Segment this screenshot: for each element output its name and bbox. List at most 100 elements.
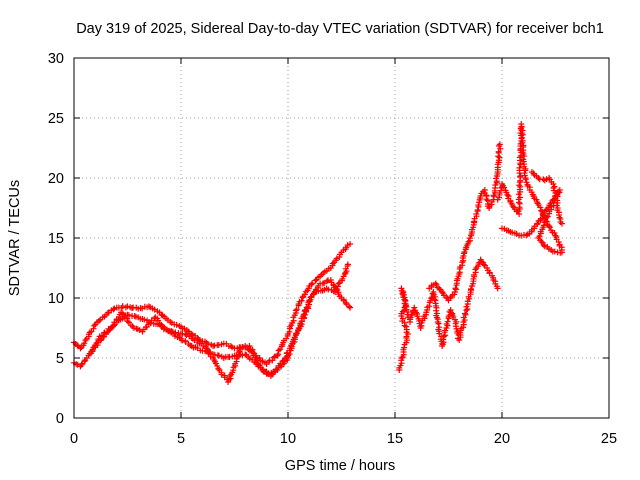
data-point-marker xyxy=(104,328,111,335)
data-point-marker xyxy=(538,238,545,245)
data-point-marker xyxy=(101,329,108,336)
data-point-marker xyxy=(431,296,438,303)
data-point-marker xyxy=(236,348,243,355)
data-point-marker xyxy=(398,354,405,361)
data-point-marker xyxy=(145,303,152,310)
data-point-marker xyxy=(475,202,482,209)
data-point-marker xyxy=(399,290,406,297)
data-point-marker xyxy=(308,281,315,288)
data-point-marker xyxy=(227,343,234,350)
x-tick-label: 20 xyxy=(494,431,510,447)
y-tick-label: 5 xyxy=(56,351,64,367)
y-tick-label: 15 xyxy=(48,231,64,247)
x-tick-label: 25 xyxy=(601,431,617,447)
data-point-marker xyxy=(414,313,421,320)
data-point-marker xyxy=(298,318,305,325)
data-point-marker xyxy=(312,277,319,284)
data-point-marker xyxy=(462,311,469,318)
y-axis-label: SDTVAR / TECUs xyxy=(7,180,23,296)
data-point-marker xyxy=(270,354,277,361)
data-point-marker xyxy=(249,346,256,353)
data-point-marker xyxy=(540,211,547,218)
x-tick-label: 5 xyxy=(177,431,185,447)
data-point-marker xyxy=(544,213,551,220)
data-point-marker xyxy=(301,291,308,298)
data-point-marker xyxy=(95,336,102,343)
data-point-marker xyxy=(141,316,148,323)
data-point-marker xyxy=(347,304,354,311)
data-point-marker xyxy=(246,343,253,349)
data-point-marker xyxy=(291,334,298,341)
data-point-marker xyxy=(255,361,262,368)
data-point-marker xyxy=(163,326,170,333)
data-point-marker xyxy=(519,131,526,138)
data-point-marker xyxy=(461,310,468,317)
data-point-marker xyxy=(440,336,447,343)
data-point-marker xyxy=(334,283,341,290)
data-point-marker xyxy=(473,211,480,217)
data-point-marker xyxy=(411,304,418,311)
data-point-marker xyxy=(301,314,308,321)
data-point-marker xyxy=(81,340,88,347)
data-point-marker xyxy=(432,280,439,287)
data-point-marker xyxy=(329,260,336,267)
data-point-marker xyxy=(413,309,420,316)
data-point-marker xyxy=(147,320,154,327)
data-point-marker xyxy=(319,280,326,287)
data-point-marker xyxy=(173,321,180,328)
data-point-marker xyxy=(493,178,500,185)
data-point-marker xyxy=(215,365,222,372)
data-point-marker xyxy=(169,328,176,335)
data-point-marker xyxy=(494,285,501,292)
data-point-marker xyxy=(463,303,470,310)
data-point-marker xyxy=(444,318,451,325)
data-point-marker xyxy=(346,303,353,310)
data-point-marker xyxy=(298,297,305,304)
data-point-marker xyxy=(74,342,81,349)
data-point-marker xyxy=(325,286,332,293)
data-point-marker xyxy=(522,167,529,174)
data-point-marker xyxy=(483,196,490,203)
data-point-marker xyxy=(556,214,563,221)
data-point-marker xyxy=(90,325,97,332)
x-tick-label: 0 xyxy=(70,431,78,447)
x-axis-label: GPS time / hours xyxy=(285,458,395,474)
data-point-marker xyxy=(468,285,475,292)
data-point-marker xyxy=(480,261,487,268)
data-point-marker xyxy=(541,219,548,226)
data-point-marker xyxy=(504,191,511,198)
x-tick-label: 15 xyxy=(387,431,403,447)
data-point-marker xyxy=(461,249,468,256)
data-point-marker xyxy=(436,330,443,337)
data-point-marker xyxy=(105,325,112,332)
data-point-marker xyxy=(279,358,286,365)
y-tick-label: 30 xyxy=(48,51,64,67)
data-point-marker xyxy=(439,289,446,295)
data-point-marker xyxy=(214,362,221,369)
data-point-marker xyxy=(302,311,309,318)
data-point-marker xyxy=(436,286,443,293)
data-point-marker xyxy=(81,358,88,365)
data-point-marker xyxy=(131,312,138,319)
data-point-marker xyxy=(286,345,293,352)
y-tick-label: 0 xyxy=(56,411,64,427)
data-point-marker xyxy=(293,307,300,314)
data-point-marker xyxy=(516,164,523,171)
data-point-marker xyxy=(324,278,331,285)
x-tick-label: 10 xyxy=(280,431,296,447)
data-point-marker xyxy=(546,223,553,229)
data-point-marker xyxy=(91,322,98,329)
data-point-marker xyxy=(551,248,558,255)
data-point-marker xyxy=(496,154,503,161)
data-point-marker xyxy=(546,210,553,217)
data-point-marker xyxy=(521,153,528,160)
data-point-marker xyxy=(496,141,503,148)
data-points xyxy=(71,121,565,385)
data-point-marker xyxy=(342,299,349,306)
data-point-marker xyxy=(344,261,351,268)
data-point-marker xyxy=(517,194,524,201)
data-point-marker xyxy=(292,330,299,337)
data-point-marker xyxy=(215,342,222,349)
data-point-marker xyxy=(205,341,212,348)
